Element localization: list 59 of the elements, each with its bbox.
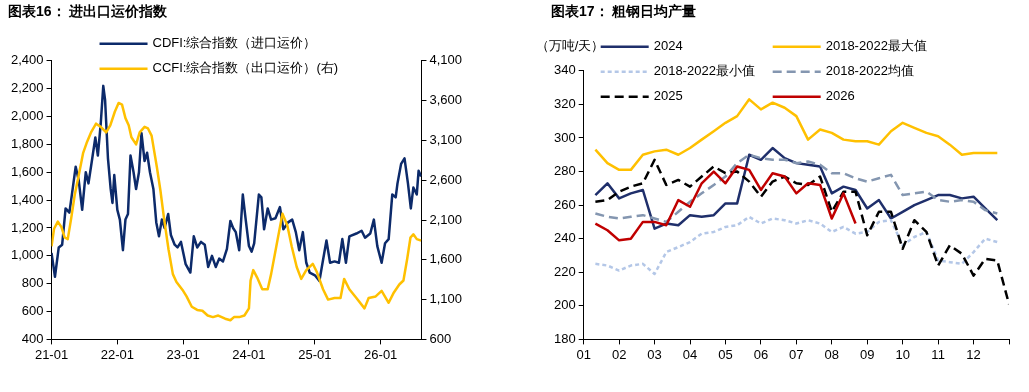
legend-label: 2018-2022最大值 bbox=[825, 38, 927, 54]
y2-tick-label: 3,100 bbox=[429, 131, 463, 147]
line-series bbox=[594, 153, 999, 224]
y2-tick-label: 600 bbox=[429, 330, 452, 346]
x-tick-label: 07 bbox=[789, 346, 804, 362]
y2-tick-label: 3,600 bbox=[429, 92, 463, 108]
x-tick-label: 22-01 bbox=[100, 346, 134, 362]
x-tick-label: 11 bbox=[931, 346, 945, 362]
y-tick-label: 320 bbox=[553, 95, 576, 111]
line-series bbox=[594, 215, 999, 276]
chart-title: 图表17： 粗钢日均产量 bbox=[551, 3, 697, 20]
y2-tick-label: 2,600 bbox=[429, 171, 463, 187]
x-tick-label: 24-01 bbox=[232, 346, 266, 362]
y-tick-label: 2,000 bbox=[10, 108, 44, 124]
x-tick-label: 08 bbox=[824, 346, 840, 362]
x-tick-label: 06 bbox=[753, 346, 769, 362]
legend-label: 2024 bbox=[653, 38, 683, 54]
x-tick-label: 05 bbox=[718, 346, 733, 362]
x-tick-label: 09 bbox=[860, 346, 875, 362]
y-tick-label: 340 bbox=[553, 62, 576, 78]
legend-label: 2018-2022均值 bbox=[825, 63, 914, 79]
y-tick-label: 1,400 bbox=[10, 191, 44, 207]
legend-label: CCFI:综合指数（出口运价）(右) bbox=[152, 60, 339, 76]
x-tick-label: 04 bbox=[682, 346, 698, 362]
y-tick-label: 260 bbox=[553, 196, 576, 212]
x-tick-label: 23-01 bbox=[166, 346, 200, 362]
legend-label: 2025 bbox=[653, 88, 683, 104]
y-tick-label: 1,000 bbox=[10, 247, 44, 263]
y-tick-label: 1,600 bbox=[10, 163, 44, 179]
legend-label: 2026 bbox=[825, 88, 855, 104]
y-tick-label: 800 bbox=[21, 275, 44, 291]
chart-title: 图表16： 进出口运价指数 bbox=[8, 3, 169, 20]
y-tick-label: 2,200 bbox=[10, 80, 44, 96]
legend-label: CDFI:综合指数（进口运价） bbox=[152, 35, 317, 51]
x-tick-label: 26-01 bbox=[364, 346, 398, 362]
y-tick-label: 1,200 bbox=[10, 219, 44, 235]
x-tick-label: 12 bbox=[966, 346, 981, 362]
x-tick-label: 01 bbox=[576, 346, 591, 362]
x-tick-label: 02 bbox=[611, 346, 627, 362]
x-tick-label: 25-01 bbox=[298, 346, 332, 362]
y-tick-label: 600 bbox=[21, 303, 44, 319]
y-tick-label: 300 bbox=[553, 129, 576, 145]
y-tick-label: 200 bbox=[553, 297, 576, 313]
y2-tick-label: 4,100 bbox=[429, 52, 463, 68]
y-tick-label: 2,400 bbox=[10, 52, 44, 68]
x-tick-label: 10 bbox=[895, 346, 910, 362]
y-tick-label: 240 bbox=[553, 230, 576, 246]
legend-label: 2018-2022最小值 bbox=[653, 63, 755, 79]
y-tick-label: 280 bbox=[553, 163, 576, 179]
x-tick-label: 21-01 bbox=[34, 346, 69, 362]
x-tick-label: 03 bbox=[647, 346, 662, 362]
y-tick-label: 180 bbox=[553, 330, 576, 346]
y2-tick-label: 2,100 bbox=[429, 211, 463, 227]
y2-tick-label: 1,600 bbox=[429, 251, 463, 267]
y-tick-label: 220 bbox=[553, 263, 576, 279]
y-tick-label: 1,800 bbox=[10, 135, 44, 151]
y-axis-title: （万吨/天） bbox=[535, 38, 605, 54]
y2-tick-label: 1,100 bbox=[429, 291, 463, 307]
y-tick-label: 400 bbox=[21, 330, 44, 346]
